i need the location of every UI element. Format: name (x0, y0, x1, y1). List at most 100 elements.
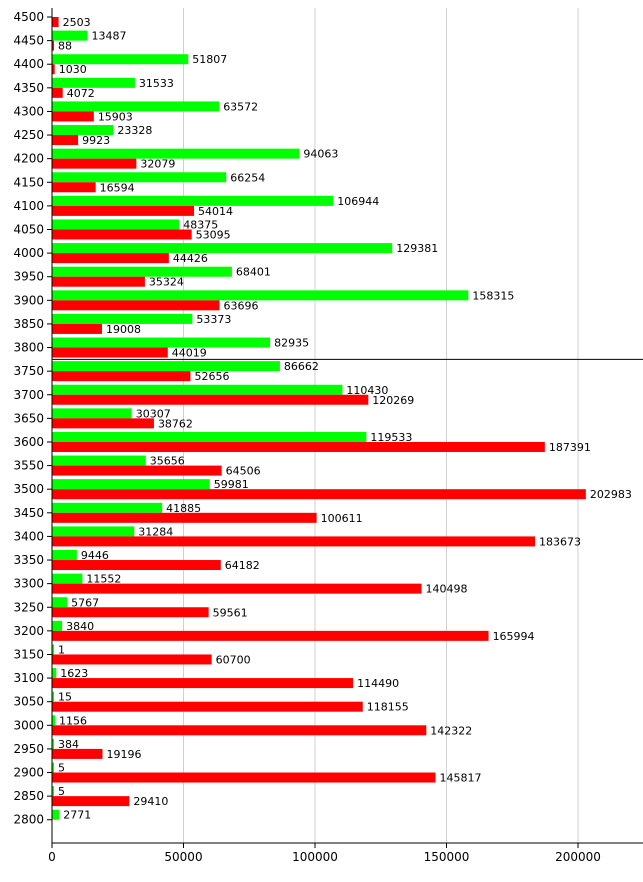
data-label: 1 (58, 643, 65, 656)
bar (52, 550, 77, 561)
bar (52, 526, 135, 537)
data-label: 63696 (224, 299, 259, 312)
bar (52, 54, 189, 65)
data-label: 59981 (214, 478, 249, 491)
x-tick-label: 0 (48, 850, 56, 864)
bar (52, 630, 489, 641)
data-label: 4072 (67, 87, 95, 100)
bar (52, 384, 343, 395)
data-label: 165994 (493, 630, 535, 643)
bar (52, 620, 63, 631)
bar (52, 229, 192, 240)
data-label: 5 (58, 762, 65, 775)
bar (52, 347, 168, 358)
data-label: 68401 (236, 266, 271, 279)
data-label: 52656 (194, 370, 229, 383)
y-tick-label: 4250 (13, 128, 44, 142)
y-tick-label: 3450 (13, 506, 44, 520)
data-label: 13487 (91, 30, 126, 43)
bar (52, 502, 163, 513)
y-tick-label: 3900 (13, 293, 44, 307)
data-label: 41885 (166, 502, 201, 515)
y-tick-label: 2900 (13, 766, 44, 780)
y-tick-label: 2950 (13, 742, 44, 756)
bar (52, 300, 220, 311)
bar (52, 361, 280, 372)
data-label: 94063 (303, 148, 338, 161)
bar (52, 77, 135, 88)
y-tick-label: 4000 (13, 246, 44, 260)
bar (52, 111, 94, 122)
y-tick-label: 3300 (13, 577, 44, 591)
bar (52, 786, 54, 797)
data-label: 59561 (213, 606, 248, 619)
data-label: 2771 (63, 809, 91, 822)
bar (52, 455, 146, 466)
data-label: 44426 (173, 252, 208, 265)
bar (52, 172, 227, 183)
data-label: 1623 (60, 667, 88, 680)
data-label: 106944 (337, 195, 379, 208)
data-label: 1156 (59, 714, 87, 727)
y-tick-label: 3800 (13, 341, 44, 355)
bar (52, 583, 422, 594)
data-label: 114490 (357, 677, 399, 690)
bar (52, 441, 545, 452)
data-label: 183673 (539, 535, 581, 548)
bar (52, 560, 221, 571)
y-tick-label: 4400 (13, 57, 44, 71)
data-label: 86662 (284, 360, 319, 373)
bar (52, 276, 145, 287)
x-tick-label: 100000 (292, 850, 338, 864)
bar (52, 182, 96, 193)
bar (52, 219, 180, 230)
data-label: 82935 (274, 337, 309, 350)
bar (52, 738, 54, 749)
bar (52, 290, 469, 301)
x-tick-label: 50000 (164, 850, 202, 864)
data-label: 202983 (590, 488, 632, 501)
data-label: 30307 (136, 407, 171, 420)
bar (52, 644, 54, 655)
data-label: 35656 (150, 455, 185, 468)
data-label: 53373 (196, 313, 231, 326)
data-label: 11552 (86, 573, 121, 586)
data-label: 9446 (81, 549, 109, 562)
bar (52, 418, 154, 429)
data-label: 19008 (106, 323, 141, 336)
y-tick-label: 3150 (13, 647, 44, 661)
data-label: 100611 (321, 512, 363, 525)
y-tick-label: 3250 (13, 600, 44, 614)
bar (52, 148, 300, 159)
bar (52, 337, 271, 348)
data-label: 29410 (133, 795, 168, 808)
bar (52, 479, 210, 490)
y-tick-label: 3600 (13, 435, 44, 449)
data-label: 2503 (63, 16, 91, 29)
data-label: 38762 (158, 417, 193, 430)
y-tick-label: 3400 (13, 529, 44, 543)
data-label: 64182 (225, 559, 260, 572)
y-tick-label: 3950 (13, 270, 44, 284)
bar (52, 691, 54, 702)
y-tick-label: 2850 (13, 789, 44, 803)
bar (52, 313, 193, 324)
data-label: 48375 (183, 218, 218, 231)
y-tick-label: 4050 (13, 222, 44, 236)
y-tick-label: 3850 (13, 317, 44, 331)
y-tick-label: 3200 (13, 624, 44, 638)
data-label: 15903 (98, 110, 133, 123)
bar (52, 465, 222, 476)
bar (52, 408, 132, 419)
bar (52, 809, 60, 820)
data-label: 35324 (149, 276, 184, 289)
bar (52, 394, 369, 405)
bar (52, 125, 114, 136)
bar (52, 725, 427, 736)
data-label: 1030 (59, 63, 87, 76)
y-tick-label: 3650 (13, 411, 44, 425)
data-label: 53095 (196, 228, 231, 241)
bar (52, 796, 130, 807)
data-label: 23328 (117, 124, 152, 137)
